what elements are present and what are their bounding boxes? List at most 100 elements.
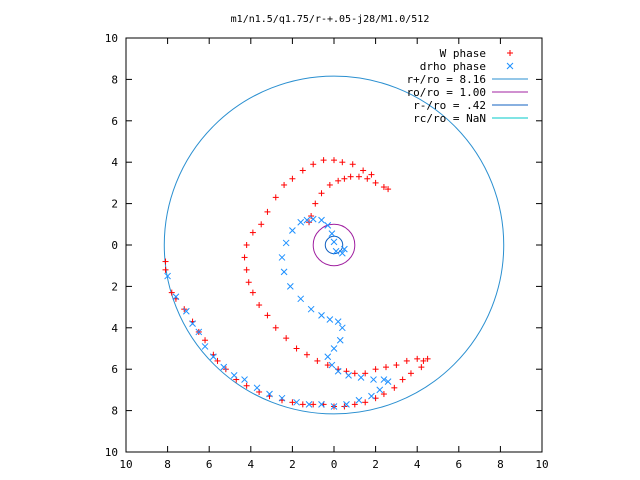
y-tick-label: 0 xyxy=(111,239,118,252)
drho-phase-point xyxy=(332,247,340,255)
y-tick-label: 6 xyxy=(111,115,118,128)
drho-phase-point xyxy=(189,320,196,328)
drho-phase-point xyxy=(278,254,286,261)
w-phase-point xyxy=(403,357,410,364)
w-phase-point xyxy=(324,362,331,369)
drho-phase-point xyxy=(286,283,294,290)
w-phase-point xyxy=(347,173,354,180)
w-phase-point xyxy=(264,312,271,319)
x-tick-labels: 10 8 6 4 2 0 2 4 6 8 10 xyxy=(119,458,548,471)
y-tick-label: 6 xyxy=(111,363,118,376)
drho-phase-point xyxy=(253,384,261,392)
legend-label: W phase xyxy=(440,47,486,60)
w-phase-point xyxy=(407,370,414,377)
drho-phase-point xyxy=(355,396,363,404)
legend-label: rc/ro = NaN xyxy=(413,112,486,125)
drho-phase-point xyxy=(318,401,325,408)
w-phase-point xyxy=(418,364,425,371)
x-tick-label: 10 xyxy=(535,458,548,471)
w-phase-point xyxy=(372,179,379,186)
w-phase-point xyxy=(162,266,169,273)
w-phase-point xyxy=(289,175,296,182)
drho-phase-point xyxy=(384,378,392,385)
w-phase-point xyxy=(299,401,306,408)
drho-phase-point xyxy=(326,316,334,323)
x-tick-label: 2 xyxy=(372,458,379,471)
y-tick-label: 8 xyxy=(111,405,118,418)
y-tick-label: 8 xyxy=(111,73,118,86)
drho-phase-point xyxy=(370,376,377,383)
chart-title: m1/n1.5/q1.75/r-+.05-j28/M1.0/512 xyxy=(231,14,430,25)
data-series xyxy=(162,157,431,410)
w-phase-point xyxy=(380,391,387,398)
w-phase-point xyxy=(349,161,356,168)
drho-phase-point xyxy=(324,353,332,361)
drho-phase-point xyxy=(280,268,288,276)
w-phase-point xyxy=(168,289,175,296)
drho-phase-point xyxy=(376,386,384,394)
series-0 xyxy=(162,157,431,410)
legend-marker xyxy=(507,50,513,56)
drho-phase-point xyxy=(210,353,217,361)
w-phase-point xyxy=(272,194,279,201)
w-phase-point xyxy=(320,157,327,164)
x-tick-label: 0 xyxy=(331,458,338,471)
x-tick-label: 8 xyxy=(497,458,504,471)
drho-phase-point xyxy=(201,343,209,350)
legend-label: r+/ro = 8.16 xyxy=(407,73,486,86)
w-phase-point xyxy=(355,173,362,180)
y-tick-labels: 10 8 6 4 2 0 2 4 6 8 10 xyxy=(105,32,119,459)
w-phase-point xyxy=(310,401,317,408)
w-phase-point xyxy=(424,355,431,362)
w-phase-point xyxy=(385,186,392,193)
w-phase-point xyxy=(414,355,421,362)
drho-phase-point xyxy=(293,398,300,406)
y-tick-label: 10 xyxy=(105,446,118,459)
circle-0 xyxy=(163,75,505,415)
drho-phase-point xyxy=(330,345,338,352)
w-phase-point xyxy=(308,213,315,220)
w-phase-point xyxy=(202,337,209,344)
legend-label: drho phase xyxy=(420,60,486,73)
w-phase-point xyxy=(162,258,169,265)
w-phase-point xyxy=(249,289,256,296)
drho-phase-point xyxy=(338,249,346,257)
drho-phase-point xyxy=(328,230,336,237)
drho-phase-point xyxy=(345,372,352,379)
w-phase-point xyxy=(249,229,256,236)
drho-phase-point xyxy=(230,372,238,379)
w-phase-point xyxy=(318,190,325,197)
w-phase-point xyxy=(299,167,306,174)
legend-label: ro/ro = 1.00 xyxy=(407,86,486,99)
w-phase-point xyxy=(331,157,337,164)
drho-phase-point xyxy=(330,403,338,410)
w-phase-point xyxy=(241,254,248,261)
drho-phase-point xyxy=(220,363,228,371)
w-phase-point xyxy=(335,177,342,184)
w-phase-point xyxy=(245,279,252,286)
x-tick-label: 4 xyxy=(414,458,421,471)
y-tick-label: 4 xyxy=(111,322,118,335)
drho-phase-point xyxy=(182,307,190,315)
series-1 xyxy=(164,215,392,410)
drho-phase-point xyxy=(241,376,248,383)
w-phase-point xyxy=(289,399,296,406)
drho-phase-point xyxy=(328,361,336,369)
drho-phase-point xyxy=(309,215,317,223)
axis-ticks xyxy=(125,37,543,453)
w-phase-point xyxy=(380,184,387,191)
drho-phase-point xyxy=(368,392,375,400)
drho-phase-point xyxy=(318,216,325,224)
drho-phase-point xyxy=(164,272,171,280)
legend-marker xyxy=(506,62,514,70)
w-phase-point xyxy=(341,175,348,182)
w-phase-point xyxy=(293,345,300,352)
w-phase-point xyxy=(214,357,221,364)
drho-phase-point xyxy=(357,374,365,381)
w-phase-point xyxy=(272,324,279,331)
w-phase-point xyxy=(364,175,371,182)
drho-phase-point xyxy=(305,401,313,408)
w-phase-point xyxy=(383,364,389,371)
